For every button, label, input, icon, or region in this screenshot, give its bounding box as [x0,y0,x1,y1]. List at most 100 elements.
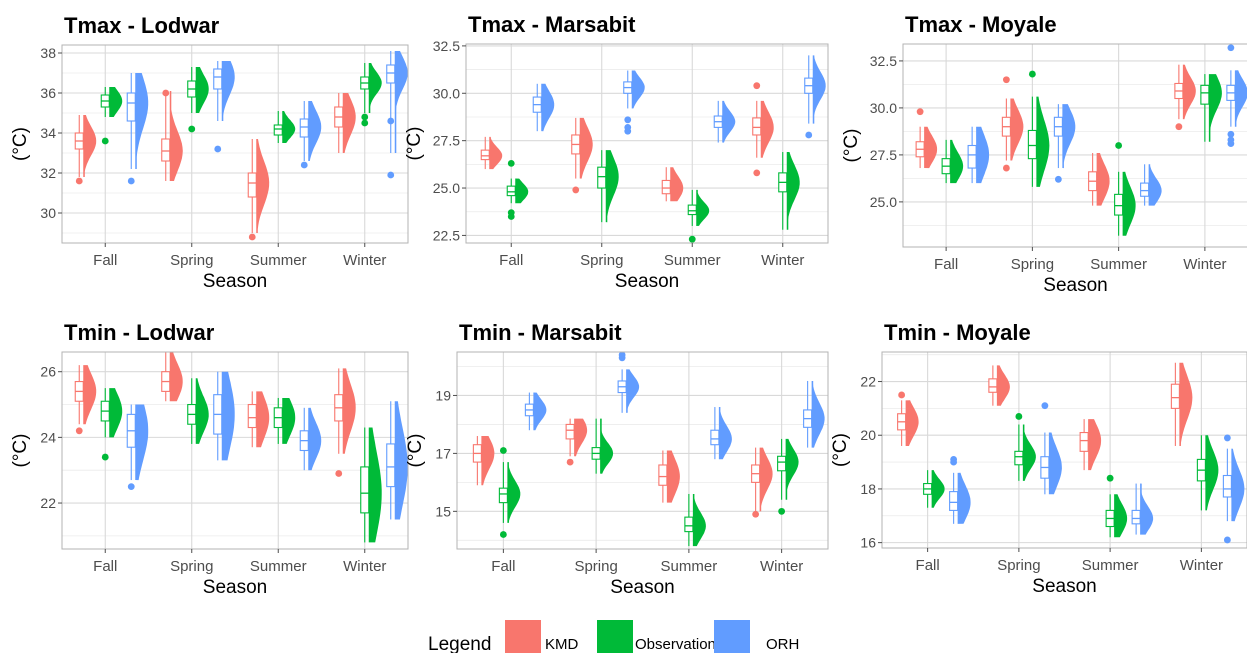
chart-panel: 16 18 20 22 Fall Spring Summer Winter Season (°C)… [830,320,1247,597]
y-tick-label: 27.5 [433,133,460,149]
x-tick-label: Spring [997,557,1040,574]
box [661,179,671,195]
outlier-point [753,169,761,177]
violin-half [1122,171,1136,236]
violin-half [1062,104,1076,169]
x-tick-label: Summer [664,252,721,269]
panel-border [465,43,829,244]
box [687,204,697,216]
box [247,403,257,429]
violin-half [169,91,183,181]
x-axis-title: Season [203,577,267,598]
violin-half [308,407,322,471]
panel-border [902,43,1247,248]
violin-half [1140,483,1154,535]
box [498,487,508,504]
violin-half [109,388,123,438]
violin-half [722,100,736,143]
violin-half [600,418,614,474]
box [1222,474,1232,498]
y-tick-label: 32 [40,165,56,181]
y-tick-label: 22 [860,374,876,390]
y-tick-label: 17 [435,445,451,461]
x-axis-title: Season [1043,275,1107,296]
x-axis-title: Season [615,271,679,292]
legend-title: Legend [428,634,491,653]
x-tick-label: Spring [170,252,213,269]
x-tick-label: Winter [1183,256,1226,273]
outlier-point [1115,142,1123,149]
x-axis-title: Season [203,271,267,292]
box [360,466,370,514]
x-tick-label: Spring [574,558,617,575]
violin-half [759,447,773,512]
box [949,491,959,511]
y-tick-label: 22 [40,495,56,511]
y-tick-label: 30 [40,205,56,221]
x-tick-label: Fall [499,252,523,269]
chart-panel: 15 17 19 Fall Spring Summer Winter Season (°C) Tm… [405,320,829,598]
outlier-point [387,117,395,125]
violin-half [282,397,296,444]
violin-half [692,493,706,547]
violin-half [83,115,97,177]
violin-half [135,73,149,169]
violin-half [579,117,593,179]
x-tick-label: Fall [916,557,940,574]
outlier-point [1227,130,1235,138]
x-tick-label: Spring [580,252,623,269]
outlier-point [300,161,308,169]
box [1131,509,1141,525]
outlier-point [1227,140,1235,148]
violin-half [1231,448,1245,522]
box [506,185,516,197]
outlier-point [624,116,632,124]
y-tick-label: 25.0 [433,180,460,196]
outlier-point [127,177,135,185]
y-tick-label: 34 [40,125,56,141]
violin-half [1036,96,1050,187]
violin-half [394,401,408,520]
violin-half [785,438,799,500]
violin-half [221,371,235,461]
x-tick-label: Summer [661,558,718,575]
y-tick-label: 20 [860,427,876,443]
outlier-point [572,186,580,194]
violin-half [924,126,938,169]
violin-half [976,126,990,184]
violin-half [957,472,971,524]
x-tick-label: Summer [250,558,307,575]
legend-swatch [714,620,750,653]
violin-half [718,407,732,460]
outlier-point [1223,434,1231,442]
legend-swatch [505,620,541,653]
panel-title: Tmax - Marsabit [468,12,636,37]
violin-half [282,111,296,143]
y-axis-title: (°C) [830,433,851,467]
box [684,516,694,533]
violin-half [1148,164,1162,206]
violin-half [574,418,588,457]
violin-half [256,391,270,448]
violin-half [342,93,356,153]
y-tick-label: 16 [860,535,876,551]
outlier-point [1223,536,1231,544]
violin-half [83,365,97,425]
violin-half [1096,153,1110,206]
outlier-point [950,458,958,466]
box [1170,383,1180,409]
panel-title: Tmin - Lodwar [64,320,215,345]
violin-half [394,51,408,153]
outlier-point [1028,70,1036,78]
box [752,117,762,136]
violin-half [760,100,774,158]
outlier-point [1002,76,1010,84]
violin-half [109,87,123,117]
y-axis-title: (°C) [405,434,426,468]
violin-half [950,139,964,184]
box [1200,84,1210,105]
violin-half [489,136,503,170]
y-axis-title: (°C) [10,127,31,161]
y-tick-label: 19 [435,387,451,403]
outlier-point [507,213,515,220]
